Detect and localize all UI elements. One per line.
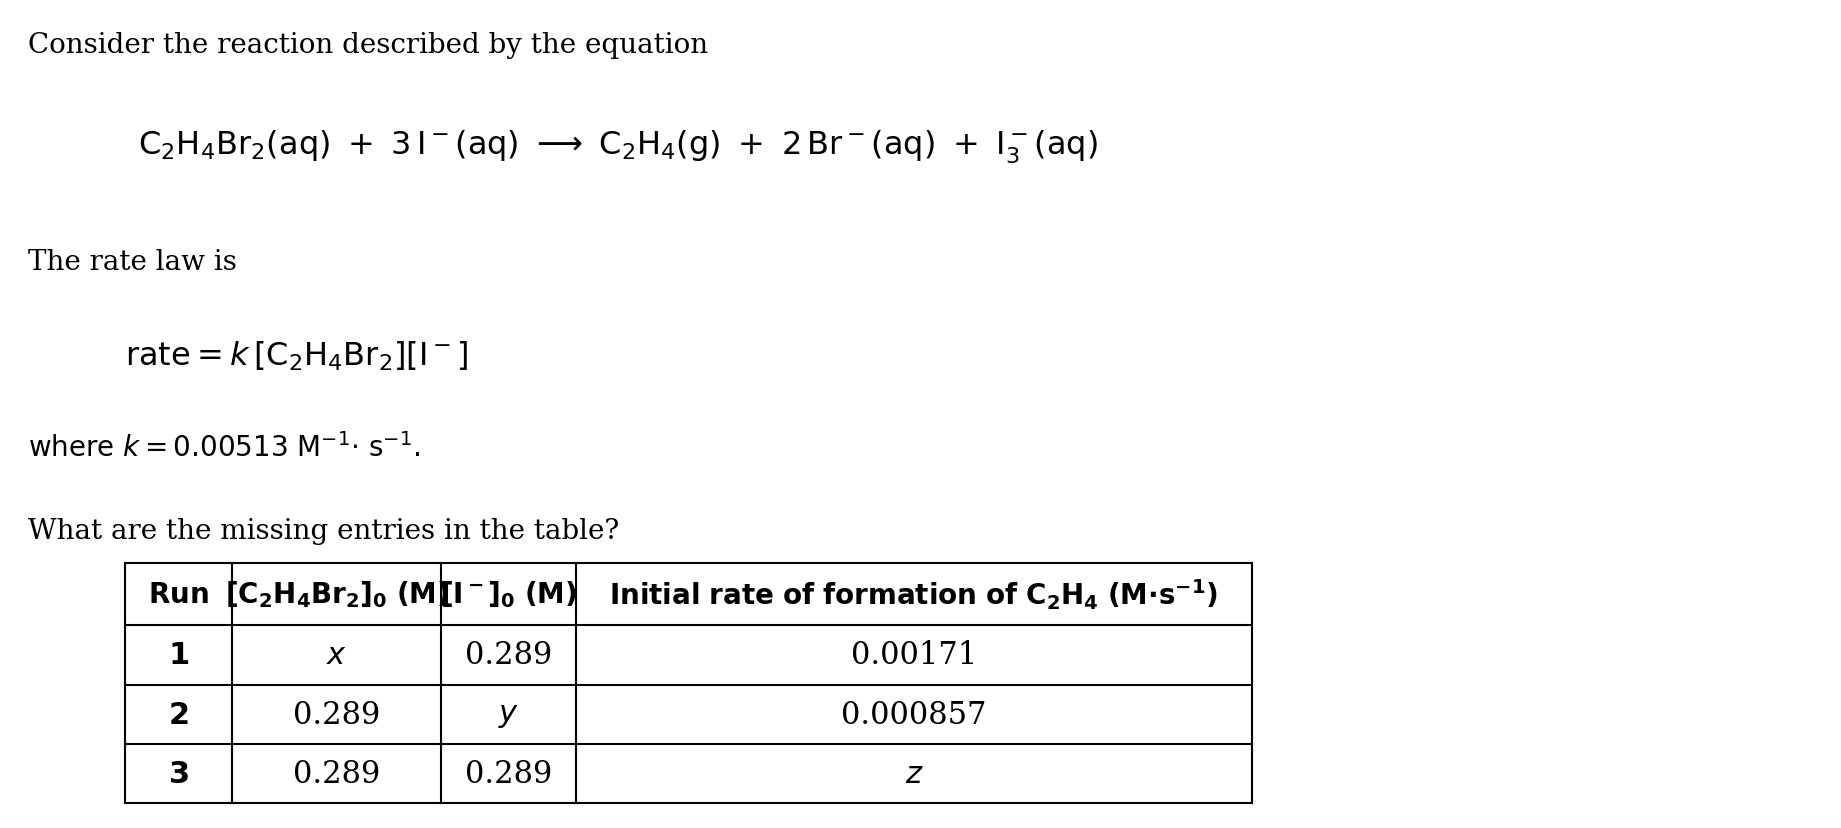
Text: $\mathregular{C_2H_4Br_2(aq)\ +\ 3\,I^-(aq)\ \longrightarrow\ C_2H_4(g)\ +\ 2\,B: $\mathregular{C_2H_4Br_2(aq)\ +\ 3\,I^-(… bbox=[138, 128, 1097, 166]
Text: 0.289: 0.289 bbox=[464, 758, 552, 789]
Text: $\mathrm{where}\ k = 0.00513\ \mathrm{M^{-1}{\cdot}\ s^{-1}.}$: $\mathrm{where}\ k = 0.00513\ \mathrm{M^… bbox=[28, 432, 420, 462]
Text: 0.289: 0.289 bbox=[293, 699, 379, 729]
Text: $\mathbf{1}$: $\mathbf{1}$ bbox=[168, 641, 190, 670]
Text: $y$: $y$ bbox=[497, 700, 519, 729]
Text: $\mathbf{2}$: $\mathbf{2}$ bbox=[169, 700, 190, 729]
Text: What are the missing entries in the table?: What are the missing entries in the tabl… bbox=[28, 518, 619, 545]
Text: Consider the reaction described by the equation: Consider the reaction described by the e… bbox=[28, 31, 707, 59]
Text: The rate law is: The rate law is bbox=[28, 248, 236, 276]
Text: $\mathrm{rate} = k\,\mathrm{[C_2H_4Br_2][I^-]}$: $\mathrm{rate} = k\,\mathrm{[C_2H_4Br_2]… bbox=[125, 339, 468, 373]
Text: 0.289: 0.289 bbox=[293, 758, 379, 789]
Text: 0.289: 0.289 bbox=[464, 639, 552, 671]
Text: $\mathbf{[I^-]_0\ (M)}$: $\mathbf{[I^-]_0\ (M)}$ bbox=[440, 579, 576, 609]
Text: $x$: $x$ bbox=[326, 641, 346, 670]
Text: $z$: $z$ bbox=[904, 759, 922, 788]
Text: $\mathbf{Initial\ rate\ of\ formation\ of\ C_2H_4\ (M{\cdot}s^{-1})}$: $\mathbf{Initial\ rate\ of\ formation\ o… bbox=[609, 577, 1219, 612]
Text: 0.000857: 0.000857 bbox=[841, 699, 987, 729]
Text: $\mathbf{3}$: $\mathbf{3}$ bbox=[168, 759, 190, 788]
Text: $\mathbf{[C_2H_4Br_2]_0\ (M)}$: $\mathbf{[C_2H_4Br_2]_0\ (M)}$ bbox=[225, 579, 449, 609]
Text: 0.00171: 0.00171 bbox=[851, 639, 978, 671]
Text: $\mathbf{Run}$: $\mathbf{Run}$ bbox=[149, 580, 210, 609]
